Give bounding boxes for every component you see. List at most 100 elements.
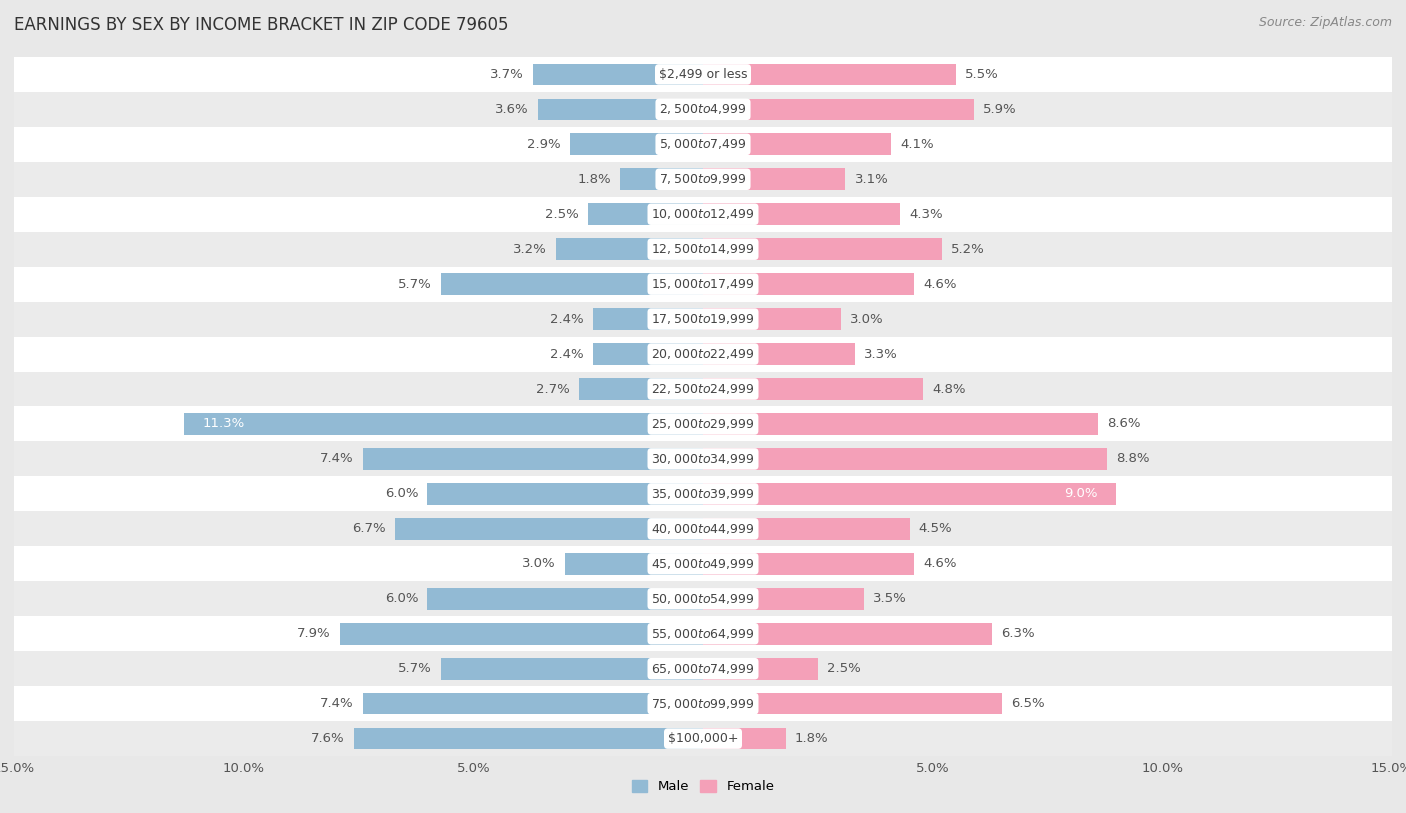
Bar — [593, 308, 703, 330]
Text: 11.3%: 11.3% — [202, 418, 245, 430]
Bar — [579, 378, 703, 400]
Bar — [703, 168, 845, 190]
Bar — [14, 406, 1392, 441]
Text: 8.8%: 8.8% — [1116, 453, 1150, 465]
Bar — [703, 553, 914, 575]
Bar — [14, 57, 1392, 92]
Text: $7,500 to $9,999: $7,500 to $9,999 — [659, 172, 747, 186]
Bar — [363, 448, 703, 470]
Bar — [427, 483, 703, 505]
Text: 4.6%: 4.6% — [924, 278, 957, 290]
Text: $55,000 to $64,999: $55,000 to $64,999 — [651, 627, 755, 641]
Bar — [14, 302, 1392, 337]
Text: 3.2%: 3.2% — [513, 243, 547, 255]
Bar — [14, 127, 1392, 162]
Bar — [703, 693, 1001, 715]
Text: 9.0%: 9.0% — [1064, 488, 1098, 500]
Text: 7.4%: 7.4% — [321, 453, 354, 465]
Text: $10,000 to $12,499: $10,000 to $12,499 — [651, 207, 755, 221]
Bar — [14, 337, 1392, 372]
Text: $30,000 to $34,999: $30,000 to $34,999 — [651, 452, 755, 466]
Text: 2.4%: 2.4% — [550, 348, 583, 360]
Bar — [14, 651, 1392, 686]
Bar — [14, 721, 1392, 756]
Text: 5.7%: 5.7% — [398, 663, 432, 675]
Bar — [340, 623, 703, 645]
Bar — [703, 133, 891, 155]
Text: EARNINGS BY SEX BY INCOME BRACKET IN ZIP CODE 79605: EARNINGS BY SEX BY INCOME BRACKET IN ZIP… — [14, 16, 509, 34]
Text: 2.9%: 2.9% — [527, 138, 561, 150]
Bar — [427, 588, 703, 610]
Text: $65,000 to $74,999: $65,000 to $74,999 — [651, 662, 755, 676]
Text: $25,000 to $29,999: $25,000 to $29,999 — [651, 417, 755, 431]
Text: 1.8%: 1.8% — [578, 173, 612, 185]
Bar — [14, 162, 1392, 197]
Bar — [14, 546, 1392, 581]
Bar — [537, 98, 703, 120]
Bar — [533, 63, 703, 85]
Text: 2.5%: 2.5% — [546, 208, 579, 220]
Bar — [703, 308, 841, 330]
Bar — [703, 238, 942, 260]
Bar — [593, 343, 703, 365]
Text: $2,499 or less: $2,499 or less — [659, 68, 747, 80]
Text: 5.9%: 5.9% — [983, 103, 1017, 115]
Text: 2.7%: 2.7% — [536, 383, 569, 395]
Text: 2.5%: 2.5% — [827, 663, 860, 675]
Bar — [14, 686, 1392, 721]
Bar — [184, 413, 703, 435]
Text: 7.4%: 7.4% — [321, 698, 354, 710]
Text: 6.7%: 6.7% — [353, 523, 387, 535]
Bar — [354, 728, 703, 750]
Bar — [441, 658, 703, 680]
Text: 3.5%: 3.5% — [873, 593, 907, 605]
Bar — [441, 273, 703, 295]
Bar — [703, 378, 924, 400]
Bar — [14, 197, 1392, 232]
Text: $100,000+: $100,000+ — [668, 733, 738, 745]
Bar — [703, 273, 914, 295]
Text: 7.9%: 7.9% — [297, 628, 330, 640]
Bar — [14, 372, 1392, 406]
Text: 3.0%: 3.0% — [523, 558, 555, 570]
Text: 1.8%: 1.8% — [794, 733, 828, 745]
Text: 7.6%: 7.6% — [311, 733, 344, 745]
Bar — [363, 693, 703, 715]
Text: $45,000 to $49,999: $45,000 to $49,999 — [651, 557, 755, 571]
Bar — [620, 168, 703, 190]
Bar — [703, 63, 956, 85]
Text: $17,500 to $19,999: $17,500 to $19,999 — [651, 312, 755, 326]
Bar — [703, 588, 863, 610]
Text: 3.7%: 3.7% — [491, 68, 524, 80]
Bar — [703, 448, 1107, 470]
Text: $35,000 to $39,999: $35,000 to $39,999 — [651, 487, 755, 501]
Bar — [703, 203, 900, 225]
Bar — [565, 553, 703, 575]
Text: 3.0%: 3.0% — [851, 313, 883, 325]
Text: 6.5%: 6.5% — [1011, 698, 1045, 710]
Bar — [14, 92, 1392, 127]
Bar — [14, 441, 1392, 476]
Text: $5,000 to $7,499: $5,000 to $7,499 — [659, 137, 747, 151]
Bar — [569, 133, 703, 155]
Bar — [395, 518, 703, 540]
Text: $40,000 to $44,999: $40,000 to $44,999 — [651, 522, 755, 536]
Text: 4.6%: 4.6% — [924, 558, 957, 570]
Text: $75,000 to $99,999: $75,000 to $99,999 — [651, 697, 755, 711]
Text: 5.2%: 5.2% — [950, 243, 984, 255]
Bar — [703, 413, 1098, 435]
Text: 6.3%: 6.3% — [1001, 628, 1035, 640]
Text: 3.1%: 3.1% — [855, 173, 889, 185]
Bar — [703, 98, 974, 120]
Text: 3.6%: 3.6% — [495, 103, 529, 115]
Text: 4.8%: 4.8% — [932, 383, 966, 395]
Bar — [14, 511, 1392, 546]
Bar — [14, 267, 1392, 302]
Text: $50,000 to $54,999: $50,000 to $54,999 — [651, 592, 755, 606]
Bar — [703, 343, 855, 365]
Bar — [703, 623, 993, 645]
Bar — [703, 728, 786, 750]
Bar — [14, 616, 1392, 651]
Text: 2.4%: 2.4% — [550, 313, 583, 325]
Text: 6.0%: 6.0% — [385, 488, 418, 500]
